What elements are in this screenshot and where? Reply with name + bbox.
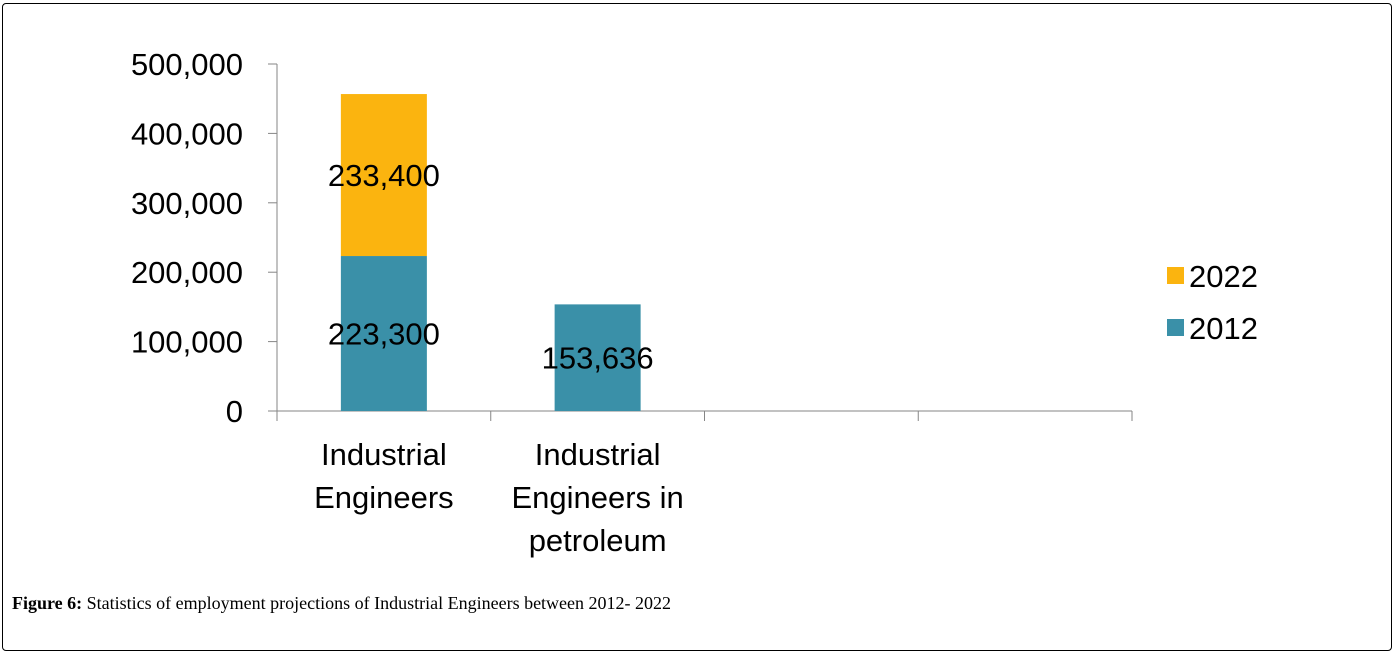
x-tick-label: Industrial Engineers	[314, 437, 454, 515]
x-tick-label-line: Engineers	[314, 480, 454, 515]
x-tick-label-line: Industrial	[321, 437, 447, 472]
bar-2012	[340, 256, 427, 411]
figure-frame	[2, 3, 1392, 651]
y-tick-label: 0	[226, 394, 243, 429]
bar-2012	[554, 304, 641, 411]
bar-2022	[340, 94, 427, 257]
caption-label: Figure 6:	[12, 593, 83, 613]
stacked-bar-chart: 0 100,000 200,000 300,000 400,000 500,000 Indu…	[131, 47, 1258, 558]
legend-swatch-2022	[1167, 267, 1184, 284]
axes: 0 100,000 200,000 300,000 400,000 500,000 Indu…	[131, 47, 1133, 558]
bars	[340, 94, 641, 411]
data-labels: 223,300 153,636 233,400	[328, 158, 654, 376]
x-tick-label-line: Industrial	[535, 437, 661, 472]
data-label: 223,300	[328, 317, 440, 352]
x-tick-label-line: petroleum	[529, 523, 667, 558]
legend-label-2012: 2012	[1189, 311, 1258, 346]
legend: 2022 2012	[1167, 259, 1258, 346]
y-tick-label: 500,000	[131, 47, 243, 82]
figure-caption: Figure 6: Statistics of employment proje…	[12, 593, 671, 614]
data-label: 153,636	[542, 341, 654, 376]
legend-swatch-2012	[1167, 319, 1184, 336]
y-tick-label: 200,000	[131, 255, 243, 290]
data-label: 233,400	[328, 158, 440, 193]
y-tick-label: 400,000	[131, 116, 243, 151]
y-tick-label: 300,000	[131, 186, 243, 221]
legend-label-2022: 2022	[1189, 259, 1258, 294]
y-tick-label: 100,000	[131, 325, 243, 360]
x-tick-label: Industrial Engineers in petroleum	[511, 437, 683, 558]
x-tick-label-line: Engineers in	[511, 480, 683, 515]
caption-text: Statistics of employment projections of …	[82, 593, 672, 613]
